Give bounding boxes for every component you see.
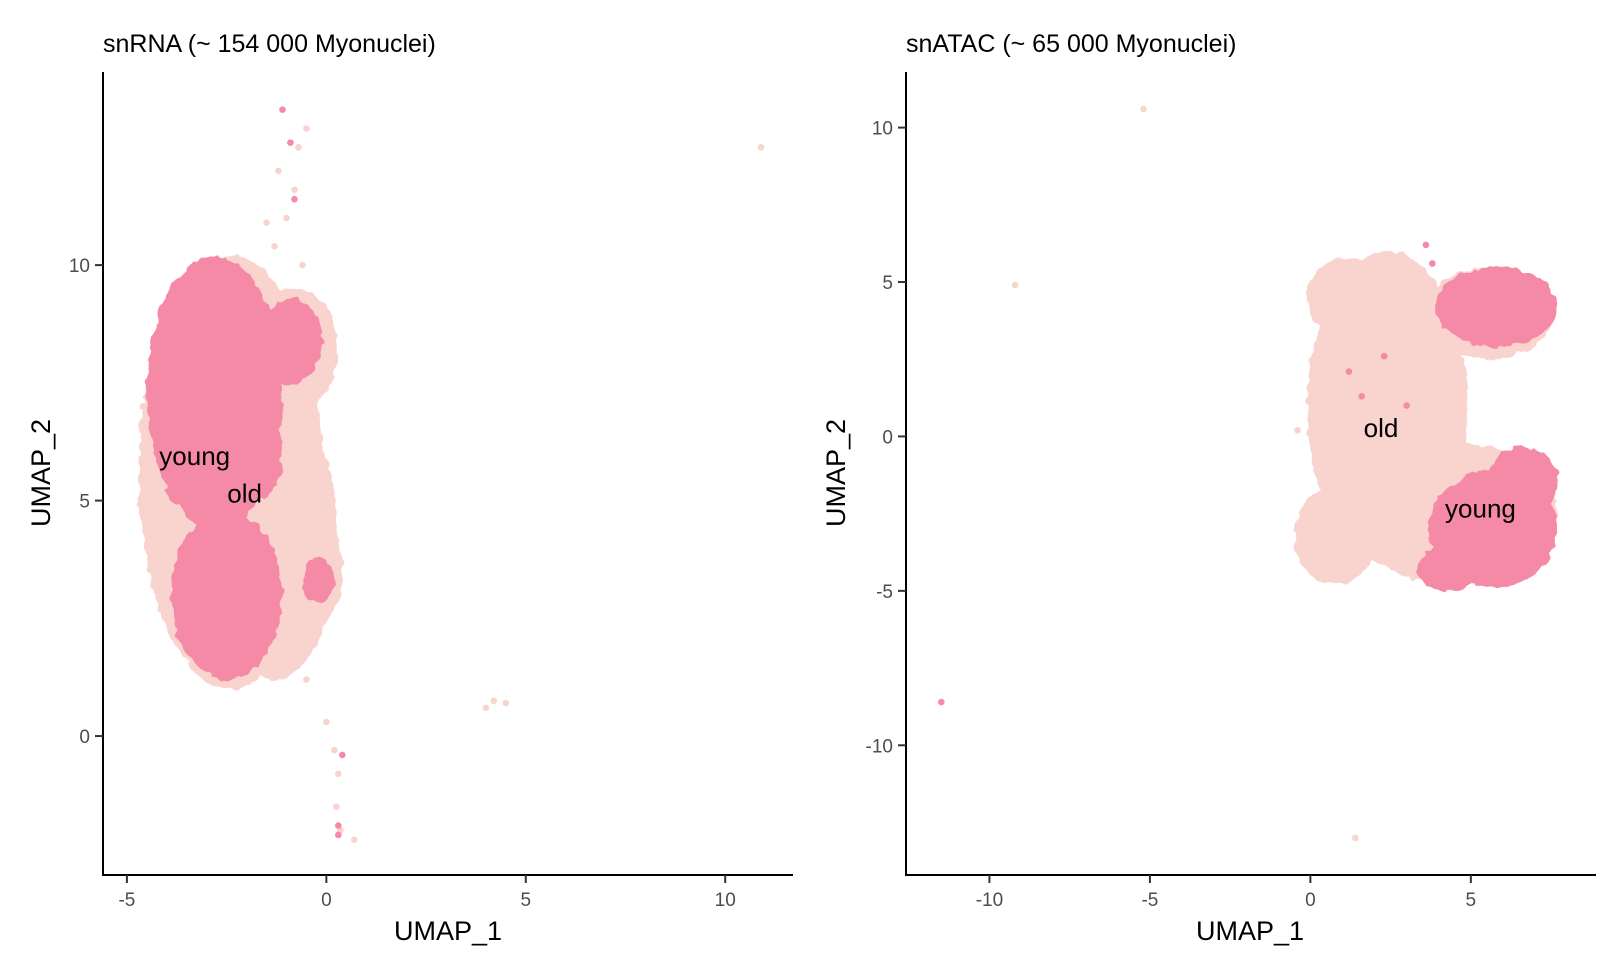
data-point [1345,368,1353,375]
data-point [275,167,282,175]
series-young [146,106,346,839]
outlier-points [938,241,1436,706]
data-point [757,144,765,151]
panel-title: snATAC (~ 65 000 Myonuclei) [906,30,1236,58]
data-point [139,403,147,410]
y-tick-label: 5 [882,273,893,294]
data-point [1294,426,1301,434]
x-tick-label: 0 [1305,890,1316,911]
y-axis-label: UMAP_2 [26,419,56,527]
y-ticks: 0 5 10 [69,256,103,748]
x-tick-label: 10 [715,890,736,911]
panel-snatac: snATAC (~ 65 000 Myonuclei) old young -10… [821,30,1596,946]
density-region [1416,547,1481,591]
cluster-label: young [1445,493,1516,523]
data-point [335,831,342,839]
outlier-points [279,106,346,839]
data-point [303,125,310,132]
outlier-points [139,125,765,843]
data-point [291,195,298,203]
data-layer: young old [138,106,765,843]
x-ticks: -10 -5 0 5 [976,875,1476,911]
density-region [170,509,283,680]
outlier-points [1011,105,1359,842]
y-tick-label: -5 [876,582,893,603]
data-point [295,144,302,151]
data-point [283,214,290,222]
y-tick-label: -10 [866,736,893,757]
panel-title: snRNA (~ 154 000 Myonuclei) [103,30,436,58]
data-point [350,836,358,843]
density-region [1435,266,1558,347]
y-tick-label: 10 [872,119,893,140]
data-point [271,242,278,250]
x-tick-label: -10 [976,890,1003,911]
density-regions [146,255,335,680]
data-layer: old young [938,105,1558,842]
data-point [938,698,945,706]
data-point [1352,834,1359,842]
density-region [234,406,283,501]
density-region [258,298,323,383]
y-tick-label: 0 [882,427,893,448]
x-tick-label: 5 [520,890,531,911]
data-point [1380,352,1388,360]
y-axis-label: UMAP_2 [821,419,851,527]
data-point [263,219,270,227]
x-tick-label: -5 [1141,890,1158,911]
data-point [1140,105,1147,113]
data-point [291,186,298,194]
data-point [502,699,510,707]
cluster-label: old [1364,413,1399,443]
data-point [323,718,330,726]
data-point [1011,281,1019,289]
data-point [335,770,342,778]
cluster-label: old [227,479,262,509]
x-tick-label: 5 [1466,890,1477,911]
data-point [303,676,310,683]
density-region [1486,445,1558,520]
data-point [1422,241,1430,249]
series-young [938,241,1558,706]
data-point [490,697,498,705]
data-point [287,139,294,146]
data-point [482,704,490,712]
density-regions [1416,266,1558,591]
density-region [302,557,335,605]
y-tick-label: 0 [79,727,90,748]
data-point [1316,408,1324,416]
density-region [1294,485,1378,585]
data-point [339,751,346,759]
x-tick-label: 0 [321,890,332,911]
density-region [1307,257,1391,338]
y-tick-label: 5 [79,492,90,513]
data-point [333,803,340,811]
panel-snrna: snRNA (~ 154 000 Myonuclei) young old -5 0… [26,30,793,946]
y-ticks: -10 -5 0 5 10 [866,119,906,757]
cluster-label: young [159,441,230,471]
x-axis-label: UMAP_1 [394,916,502,946]
x-tick-label: -5 [118,890,135,911]
data-point [1429,260,1436,267]
data-point [1403,402,1410,409]
data-point [279,106,286,113]
data-point [1358,392,1366,400]
data-point [299,261,306,269]
y-tick-label: 10 [69,256,90,277]
x-ticks: -5 0 5 10 [118,875,736,911]
data-point [335,822,342,829]
data-point [331,746,338,754]
x-axis-label: UMAP_1 [1196,916,1304,946]
